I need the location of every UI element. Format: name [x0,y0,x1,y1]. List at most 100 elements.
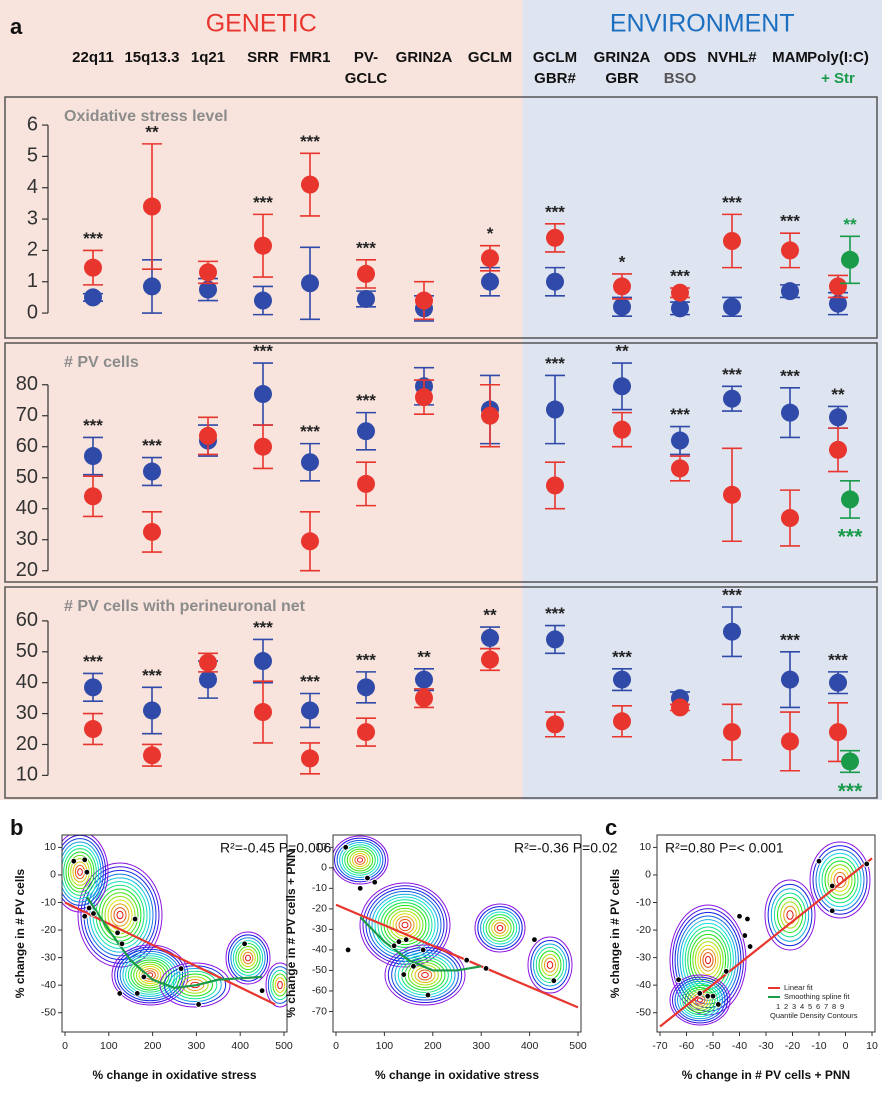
dot [829,277,847,296]
density-contour [777,897,803,933]
density-contour [110,903,130,927]
y-tick-label: 30 [16,528,38,550]
legend-text: Smoothing spline fit [784,992,850,1001]
density-contour [480,908,520,948]
data-point [118,940,126,948]
density-contour [336,839,384,881]
y-tick-label: 50 [16,466,38,488]
fit-line [335,903,579,1009]
sc-tick-label: 0 [321,862,327,874]
density-contour [159,962,231,1008]
density-contour [687,989,713,1011]
sc-tick-label: -40 [41,979,56,991]
density-contour [482,911,518,945]
category-label: GBR [605,70,639,87]
density-contour [346,848,374,872]
data-point [134,990,141,997]
axis-title: % change in oxidative stress [92,1068,256,1082]
sc-tick-label: 100 [376,1040,394,1052]
panel-label: b [10,815,23,840]
dot [254,236,272,255]
significance: *** [253,342,273,361]
dot [415,388,433,407]
density-contour [421,972,429,978]
dot [613,420,631,439]
density-contour [270,969,287,1001]
data-point [81,913,88,920]
dot [143,746,161,765]
significance: *** [780,366,800,385]
dot [481,628,499,647]
data-point [371,878,378,886]
density-contour [384,944,466,1006]
density-contour [677,980,723,1020]
category-label: NVHL# [707,49,757,66]
significance: *** [253,618,273,637]
y-tick-label: 20 [16,559,38,581]
density-contour [354,855,366,865]
significance: *** [722,365,742,384]
dot [415,291,433,310]
density-contour [770,888,810,942]
group-label: GENETIC [206,10,317,38]
category-label: GCLC [345,70,388,87]
data-point [344,946,352,954]
data-point [114,929,121,937]
category-label: FMR1 [290,49,331,66]
legend-text: 7 [824,1002,828,1011]
significance: *** [300,132,320,151]
dot [723,485,741,504]
significance: ** [483,606,497,625]
sc-tick-label: -20 [312,903,327,915]
data-point [531,936,538,943]
dot [357,723,375,742]
data-point [815,857,823,865]
plot-frame [61,834,288,1033]
significance: *** [722,585,742,604]
dot [613,712,631,731]
density-contour [339,842,381,878]
density-contour [697,997,703,1003]
data-point [402,936,410,943]
density-contour [533,943,567,987]
density-contour [172,970,218,1000]
density-contour [133,961,167,989]
dot [199,263,217,282]
density-contour [809,841,871,919]
density-contour [689,933,727,987]
legend-text: 1 [776,1002,780,1011]
density-contour [699,948,717,972]
sc-tick-label: 400 [521,1040,539,1052]
data-point [395,938,403,945]
density-contour [401,921,409,929]
density-contour [474,903,526,953]
dot [415,689,433,708]
density-contour [679,919,737,1001]
significance: *** [670,266,690,285]
density-contour [225,931,271,985]
axis-title: % change in # PV cells [13,868,27,998]
plot-frame [332,834,582,1033]
significance: ** [615,342,629,361]
data-point [675,976,682,983]
category-label: GCLM [533,49,577,66]
dot [481,249,499,268]
category-label: 22q11 [72,49,114,66]
dot [357,289,375,308]
dot [613,297,631,316]
category-label: GRIN2A [396,49,453,66]
dot [671,299,689,318]
dot [781,241,799,260]
dot [143,277,161,296]
density-contour [694,941,722,979]
data-point [177,965,185,972]
panel-frame [4,342,878,583]
dot [546,228,564,247]
dot [357,474,375,493]
sc-tick-label: -70 [652,1040,667,1052]
dot [671,283,689,302]
data-point [83,868,91,876]
data-point [704,992,711,1000]
sc-tick-label: 200 [424,1040,442,1052]
dot [841,490,859,509]
